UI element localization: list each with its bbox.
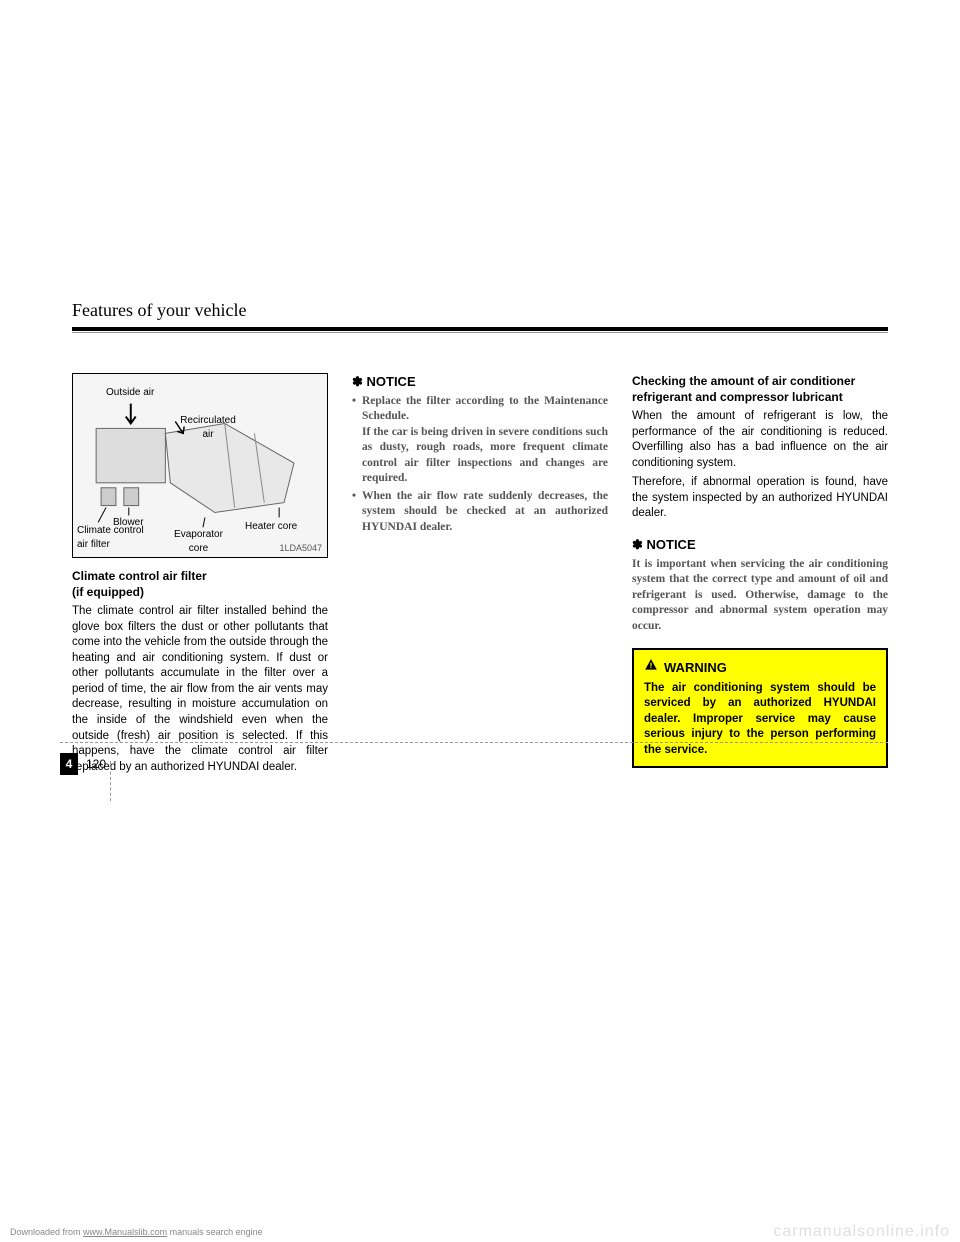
notice-heading-2: ✽ NOTICE xyxy=(632,536,888,554)
page-number: 120 xyxy=(78,757,106,771)
page-footer: 4 120 xyxy=(60,742,888,775)
col3-body1: When the amount of refrigerant is low, t… xyxy=(632,409,888,471)
wm-link[interactable]: www.Manualslib.com xyxy=(83,1227,167,1237)
warning-label: WARNING xyxy=(664,659,727,677)
label-climate-filter: Climate control air filter xyxy=(77,524,147,551)
diagram-code: 1LDA5047 xyxy=(279,542,322,554)
watermark-bar: Downloaded from www.Manualslib.com manua… xyxy=(0,1222,960,1242)
notice1-bullet1: Replace the filter according to the Main… xyxy=(352,394,608,487)
watermark-right: carmanualsonline.info xyxy=(773,1223,950,1241)
col1-heading: Climate control air filter (if equipped) xyxy=(72,568,328,600)
wm-post: manuals search engine xyxy=(167,1227,263,1237)
watermark-left: Downloaded from www.Manualslib.com manua… xyxy=(10,1227,263,1237)
heading-line1: Climate control air filter xyxy=(72,569,207,583)
col3-heading: Checking the amount of air conditioner r… xyxy=(632,373,888,405)
notice-body-2: It is important when servicing the air c… xyxy=(632,557,888,635)
column-1: Outside air Recirculated air Blower Clim… xyxy=(72,373,328,775)
label-outside-air: Outside air xyxy=(106,386,154,400)
airflow-diagram: Outside air Recirculated air Blower Clim… xyxy=(72,373,328,558)
bullet1-part-a: Replace the filter according to the Main… xyxy=(362,394,608,425)
warning-title: WARNING xyxy=(644,658,876,677)
header-rule xyxy=(72,327,888,333)
column-3: Checking the amount of air conditioner r… xyxy=(632,373,888,775)
label-evaporator: Evaporator core xyxy=(171,528,226,555)
warning-icon xyxy=(644,658,658,677)
heading-line2: (if equipped) xyxy=(72,585,144,599)
page-tab: 4 120 xyxy=(60,753,888,775)
bullet1-part-b: If the car is being driven in severe con… xyxy=(362,425,608,487)
section-title: Features of your vehicle xyxy=(72,300,888,327)
notice-body-1: Replace the filter according to the Main… xyxy=(352,394,608,536)
column-2: ✽ NOTICE Replace the filter according to… xyxy=(352,373,608,775)
tab-dash xyxy=(110,761,111,801)
col3-body2: Therefore, if abnormal operation is foun… xyxy=(632,475,888,522)
wm-pre: Downloaded from xyxy=(10,1227,83,1237)
label-recirculated-air: Recirculated air xyxy=(178,414,238,441)
content-columns: Outside air Recirculated air Blower Clim… xyxy=(72,373,888,775)
chapter-number: 4 xyxy=(60,753,78,775)
label-heater-core: Heater core xyxy=(245,520,297,534)
notice1-bullet2: When the air flow rate suddenly decrease… xyxy=(352,489,608,536)
page-header: Features of your vehicle xyxy=(72,300,888,333)
notice-heading-1: ✽ NOTICE xyxy=(352,373,608,391)
